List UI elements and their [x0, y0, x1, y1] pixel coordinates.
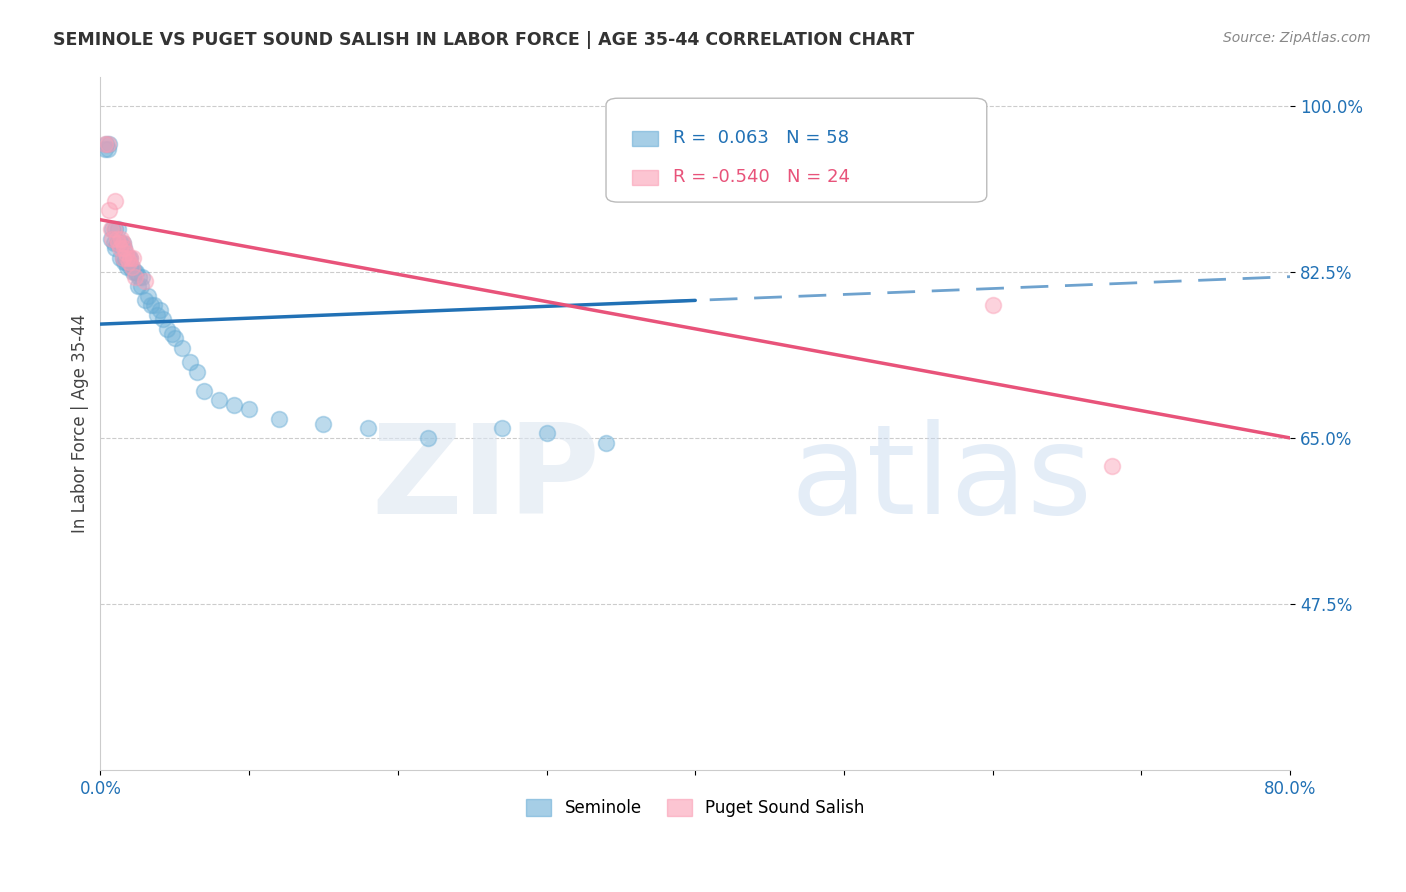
Point — [108, 241, 131, 255]
Point — [120, 260, 142, 275]
Point — [105, 236, 128, 251]
Point — [312, 417, 335, 431]
Point — [103, 236, 125, 251]
Point — [238, 402, 260, 417]
Point — [107, 222, 129, 236]
Point — [94, 136, 117, 151]
Point — [117, 255, 139, 269]
Point — [124, 269, 146, 284]
Point — [120, 251, 142, 265]
Point — [96, 136, 118, 151]
Point — [111, 251, 134, 265]
Point — [111, 236, 134, 251]
Text: SEMINOLE VS PUGET SOUND SALISH IN LABOR FORCE | AGE 35-44 CORRELATION CHART: SEMINOLE VS PUGET SOUND SALISH IN LABOR … — [53, 31, 915, 49]
Point — [186, 365, 208, 379]
Text: ZIP: ZIP — [371, 418, 600, 540]
Point — [97, 142, 120, 156]
Point — [97, 136, 120, 151]
Point — [104, 241, 127, 255]
Point — [104, 194, 127, 208]
Point — [179, 355, 201, 369]
Point — [110, 232, 132, 246]
Point — [149, 302, 172, 317]
Point — [536, 426, 558, 441]
Point — [139, 298, 162, 312]
Point — [129, 279, 152, 293]
Point — [131, 269, 153, 284]
Point — [163, 331, 186, 345]
Point — [98, 203, 121, 218]
Point — [172, 341, 194, 355]
Point — [115, 251, 138, 265]
Point — [107, 236, 129, 251]
Point — [267, 412, 290, 426]
Point — [416, 431, 439, 445]
Point — [193, 384, 215, 398]
Point — [136, 288, 159, 302]
Point — [111, 236, 134, 251]
Point — [156, 322, 179, 336]
Point — [128, 269, 150, 284]
Text: R = -0.540   N = 24: R = -0.540 N = 24 — [672, 169, 849, 186]
Point — [104, 222, 127, 236]
Point — [224, 398, 246, 412]
Point — [112, 241, 135, 255]
Point — [117, 251, 139, 265]
Point — [160, 326, 183, 341]
Point — [114, 255, 136, 269]
Point — [115, 260, 138, 275]
Point — [111, 251, 134, 265]
FancyBboxPatch shape — [633, 169, 658, 185]
Point — [152, 312, 174, 326]
Point — [105, 232, 128, 246]
Point — [146, 308, 169, 322]
Point — [103, 222, 125, 236]
Point — [94, 142, 117, 156]
Point — [595, 435, 617, 450]
Point — [112, 255, 135, 269]
Point — [115, 251, 138, 265]
FancyBboxPatch shape — [633, 131, 658, 146]
Text: atlas: atlas — [790, 418, 1092, 540]
Point — [120, 251, 142, 265]
Point — [134, 274, 156, 288]
Point — [125, 265, 148, 279]
Point — [121, 260, 143, 275]
Point — [142, 298, 165, 312]
Point — [112, 241, 135, 255]
Point — [100, 222, 122, 236]
Point — [491, 421, 513, 435]
FancyBboxPatch shape — [606, 98, 987, 202]
Point — [981, 298, 1004, 312]
Point — [108, 236, 131, 251]
Point — [108, 251, 131, 265]
Text: R =  0.063   N = 58: R = 0.063 N = 58 — [672, 129, 849, 147]
Point — [121, 260, 143, 275]
Point — [1101, 459, 1123, 474]
Point — [100, 232, 122, 246]
Point — [101, 222, 124, 236]
Legend: Seminole, Puget Sound Salish: Seminole, Puget Sound Salish — [519, 792, 870, 824]
Point — [110, 236, 132, 251]
Text: Source: ZipAtlas.com: Source: ZipAtlas.com — [1223, 31, 1371, 45]
Point — [122, 265, 145, 279]
Point — [124, 265, 146, 279]
Point — [114, 246, 136, 260]
Point — [107, 236, 129, 251]
Point — [101, 232, 124, 246]
Point — [127, 279, 149, 293]
Point — [134, 293, 156, 308]
Y-axis label: In Labor Force | Age 35-44: In Labor Force | Age 35-44 — [72, 314, 89, 533]
Point — [122, 251, 145, 265]
Point — [357, 421, 380, 435]
Point — [98, 136, 121, 151]
Point — [208, 392, 231, 407]
